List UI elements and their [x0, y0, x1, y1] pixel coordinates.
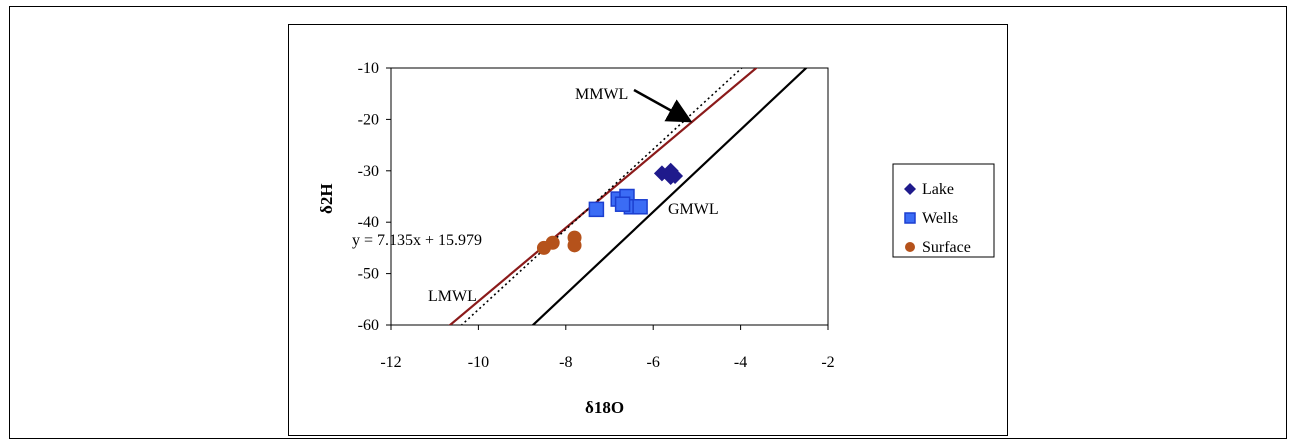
legend: Lake Wells Surface [892, 163, 995, 258]
x-tick-label: -4 [734, 354, 747, 371]
x-tick-label: -10 [468, 354, 489, 371]
y-tick-label: -60 [358, 317, 379, 334]
x-tick-label: -2 [821, 354, 834, 371]
gmwl-line [531, 68, 808, 325]
chart-frame [288, 24, 1008, 436]
plot-area [390, 67, 829, 326]
mmwl-label: MMWL [575, 86, 628, 103]
legend-wells-marker [904, 212, 916, 224]
x-axis-title: δ18O [585, 398, 624, 417]
y-tick-label: -20 [358, 111, 379, 128]
lmwl-label: LMWL [428, 288, 477, 305]
wells-point [614, 196, 631, 212]
mmwl-line [460, 68, 743, 325]
y-axis-title: δ2H [317, 183, 336, 214]
gmwl-label: GMWL [668, 201, 719, 218]
figure-frame [9, 6, 1287, 439]
y-tick-label: -50 [358, 266, 379, 283]
mmwl-arrow [633, 88, 693, 123]
legend-surface-label: Surface [922, 239, 971, 256]
x-tick-label: -12 [380, 354, 401, 371]
legend-lake-label: Lake [922, 181, 954, 198]
y-tick-label: -40 [358, 214, 379, 231]
legend-box [892, 163, 995, 258]
wells-point [632, 199, 648, 215]
y-tick-label: -10 [358, 60, 379, 77]
legend-lake-marker [904, 183, 916, 195]
equation-label: y = 7.135x + 15.979 [352, 232, 482, 249]
lake-point [662, 168, 679, 185]
lmwl-line [448, 68, 758, 325]
legend-wells-label: Wells [922, 210, 958, 227]
x-tick-label: -6 [647, 354, 660, 371]
y-tick-label: -30 [358, 163, 379, 180]
x-tick-label: -8 [559, 354, 572, 371]
surface-point [567, 238, 582, 253]
surface-point [545, 235, 560, 250]
legend-surface-marker [905, 242, 915, 252]
wells-point [588, 201, 605, 218]
